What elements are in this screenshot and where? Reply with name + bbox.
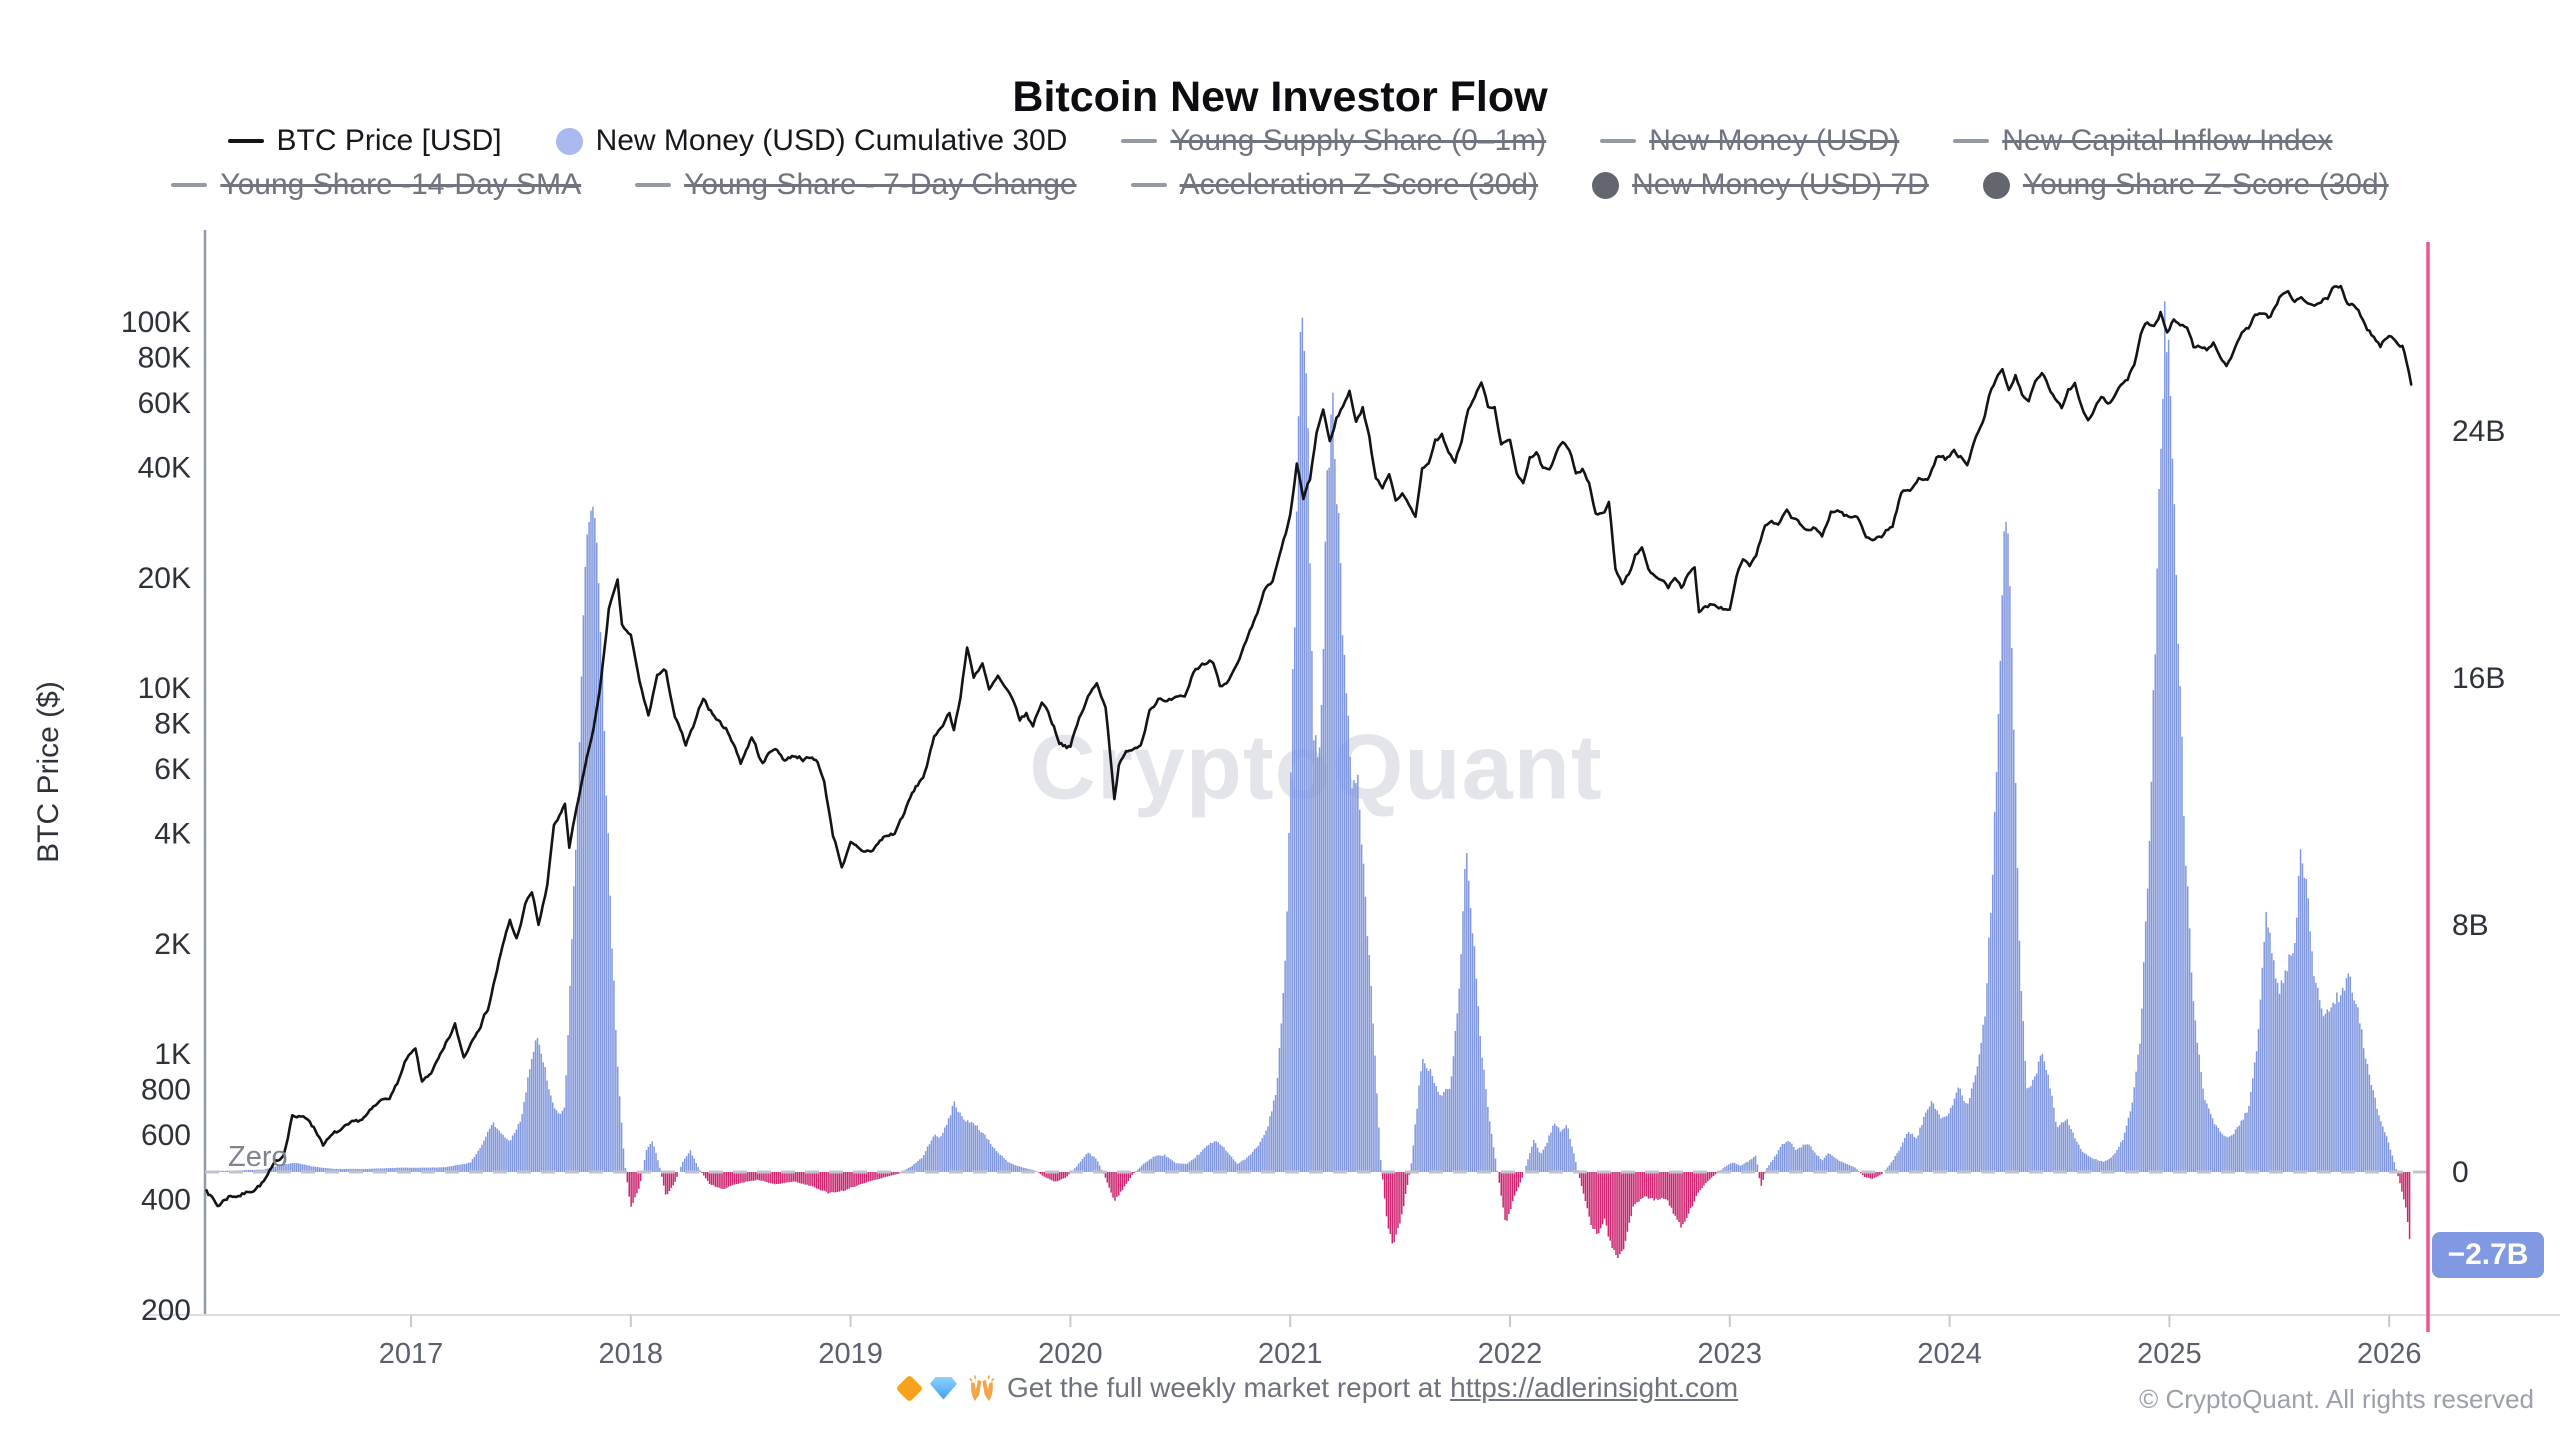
price-tick-label: 400 <box>141 1184 191 1217</box>
orange-diamond-icon <box>895 1374 924 1402</box>
legend-dot-marker <box>1982 171 2010 199</box>
x-tick-label: 2023 <box>1698 1338 1763 1370</box>
legend-item-label: Acceleration Z-Score (30d) <box>1179 168 1539 201</box>
legend-item-label: Young Share -14-Day SMA <box>220 168 582 201</box>
flow-tick-label: 8B <box>2452 909 2489 942</box>
legend-item-label: BTC Price [USD] <box>276 124 502 157</box>
legend-item-btc-price-usd[interactable]: BTC Price [USD] <box>227 124 502 158</box>
x-tick-label: 2022 <box>1478 1338 1543 1370</box>
price-tick-label: 40K <box>138 452 191 485</box>
legend-item-label: New Money (USD) 7D <box>1632 168 1929 201</box>
x-tick-label: 2020 <box>1038 1338 1103 1370</box>
flow-tick-label: 24B <box>2452 415 2505 448</box>
price-tick-label: 800 <box>141 1073 191 1106</box>
price-tick-label: 4K <box>154 818 191 851</box>
legend-dot-marker <box>555 127 583 155</box>
page-title: Bitcoin New Investor Flow <box>1012 72 1548 121</box>
price-tick-label: 200 <box>141 1294 191 1327</box>
footer-text: Get the full weekly market report at <box>1006 1372 1442 1403</box>
legend-item-new-money-usd-7d[interactable]: New Money (USD) 7D <box>1592 168 1929 202</box>
legend-item-new-money-usd-cumulative-30d[interactable]: New Money (USD) Cumulative 30D <box>555 124 1068 158</box>
legend-row-1: BTC Price [USD] New Money (USD) Cumulativ… <box>0 124 2560 158</box>
flow-bars <box>205 301 2411 1259</box>
raising-hands-icon <box>969 1374 995 1401</box>
price-line <box>205 284 2413 1208</box>
x-tick-label: 2019 <box>818 1338 883 1370</box>
x-tick-label: 2018 <box>599 1338 664 1370</box>
legend-line-marker <box>635 183 672 187</box>
legend-line-marker <box>1953 139 1990 143</box>
price-tick-label: 2K <box>154 928 191 961</box>
x-tick-label: 2026 <box>2357 1338 2422 1370</box>
price-tick-label: 80K <box>138 341 191 374</box>
price-tick-label: 60K <box>138 387 191 420</box>
legend-item-young-share-7-day-change[interactable]: Young Share - 7-Day Change <box>635 168 1077 202</box>
legend-row-2: Young Share -14-Day SMA Young Share - 7-D… <box>0 168 2560 202</box>
legend-item-new-money-usd[interactable]: New Money (USD) <box>1600 124 1899 158</box>
legend-item-young-supply-share-0-1m[interactable]: Young Supply Share (0–1m) <box>1121 124 1546 158</box>
legend-item-label: Young Share - 7-Day Change <box>684 168 1077 201</box>
legend-line-marker <box>1130 183 1167 187</box>
zero-line-label: Zero <box>228 1141 288 1173</box>
x-tick-label: 2017 <box>379 1338 444 1370</box>
legend-item-label: Young Supply Share (0–1m) <box>1170 124 1547 157</box>
legend-line-marker <box>227 139 264 143</box>
legend-item-label: New Money (USD) <box>1649 124 1900 157</box>
flow-tick-label: 0 <box>2452 1156 2469 1189</box>
legend-line-marker <box>171 183 208 187</box>
price-tick-label: 10K <box>138 672 191 705</box>
legend-item-new-capital-inflow-index[interactable]: New Capital Inflow Index <box>1953 124 2332 158</box>
gem-icon <box>929 1376 957 1400</box>
legend-line-marker <box>1121 139 1158 143</box>
price-tick-label: 8K <box>154 707 191 740</box>
price-tick-label: 1K <box>154 1038 191 1071</box>
legend-dot-marker <box>1592 171 1620 199</box>
y-axis-left-title: BTC Price ($) <box>32 681 65 863</box>
x-tick-label: 2025 <box>2137 1338 2202 1370</box>
price-tick-label: 20K <box>138 562 191 595</box>
legend-item-label: New Capital Inflow Index <box>2002 124 2333 157</box>
legend-item-label: Young Share Z-Score (30d) <box>2022 168 2389 201</box>
x-tick-label: 2021 <box>1258 1338 1323 1370</box>
report-link[interactable]: https://adlerinsight.com <box>1450 1372 1739 1403</box>
legend-item-young-share-z-score-30d[interactable]: Young Share Z-Score (30d) <box>1982 168 2389 202</box>
last-value-badge: −2.7B <box>2432 1232 2544 1278</box>
copyright-text: © CryptoQuant. All rights reserved <box>2139 1384 2534 1414</box>
y-axis-right-labels: 24B 16B 8B 0 <box>2452 415 2505 1189</box>
price-tick-label: 6K <box>154 753 191 786</box>
legend-item-label: New Money (USD) Cumulative 30D <box>595 124 1068 157</box>
flow-tick-label: 16B <box>2452 662 2505 695</box>
legend-item-acceleration-z-score-30d[interactable]: Acceleration Z-Score (30d) <box>1130 168 1539 202</box>
x-tick-label: 2024 <box>1917 1338 1982 1370</box>
x-axis-ticks: 2017 2018 2019 2020 2021 2022 2023 2024 2025 2026 <box>379 1315 2422 1370</box>
price-tick-label: 600 <box>141 1119 191 1152</box>
legend-line-marker <box>1600 139 1637 143</box>
axes <box>145 230 2560 1316</box>
price-tick-label: 100K <box>121 306 191 339</box>
legend-item-young-share-14-day-sma[interactable]: Young Share -14-Day SMA <box>171 168 581 202</box>
footer: Get the full weekly market report at htt… <box>895 1372 1739 1404</box>
